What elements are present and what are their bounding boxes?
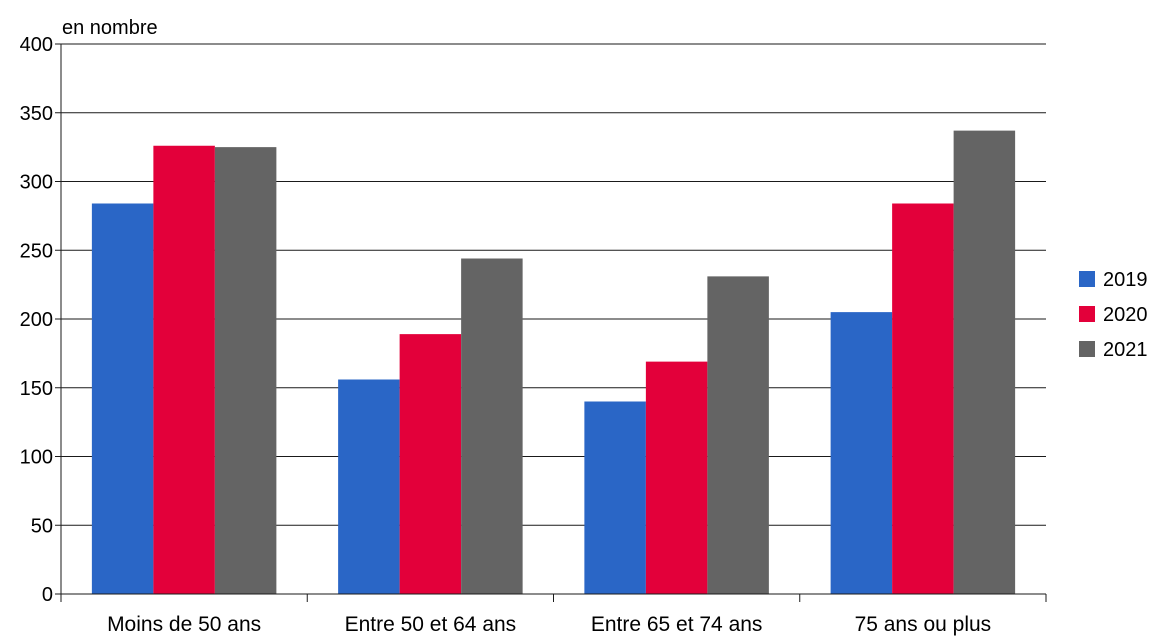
y-tick-label: 0	[42, 584, 53, 606]
bar-2019-4	[830, 312, 893, 594]
bar-2020-4	[892, 203, 954, 594]
y-tick-label: 300	[20, 172, 53, 194]
bars	[91, 130, 1016, 594]
y-tick-label: 350	[20, 103, 53, 125]
y-axis-unit-label: en nombre	[62, 17, 158, 39]
y-tick-label: 100	[20, 447, 53, 469]
y-tick-label: 250	[20, 240, 53, 262]
legend: 2019 2020 2021	[1079, 269, 1148, 361]
bar-2021-2	[461, 258, 523, 594]
x-category-label: 75 ans ou plus	[855, 613, 992, 636]
bar-2021-3	[707, 276, 769, 594]
axes	[60, 44, 1047, 602]
bar-2019-1	[91, 203, 154, 594]
bar-2019-3	[584, 401, 646, 594]
x-category-label: Entre 50 et 64 ans	[345, 613, 517, 636]
bar-2021-4	[953, 130, 1016, 594]
legend-label-2020: 2020	[1103, 304, 1148, 326]
legend-swatch-2020	[1079, 306, 1095, 322]
y-tick-label: 150	[20, 378, 53, 400]
bar-2020-1	[153, 145, 215, 594]
x-category-labels: Moins de 50 ans Entre 50 et 64 ans Entre 6…	[107, 613, 991, 636]
legend-label-2021: 2021	[1103, 339, 1148, 361]
bar-2021-1	[214, 147, 277, 594]
y-tick-label: 400	[20, 34, 53, 56]
y-tick-label: 200	[20, 309, 53, 331]
x-category-label: Entre 65 et 74 ans	[591, 613, 763, 636]
y-tick-label: 50	[31, 515, 53, 537]
legend-swatch-2019	[1079, 271, 1095, 287]
legend-swatch-2021	[1079, 341, 1095, 357]
legend-label-2019: 2019	[1103, 269, 1148, 291]
y-tick-labels: 0 50 100 150 200 250 300 350 400	[20, 34, 53, 606]
bar-2020-2	[399, 334, 462, 594]
bar-2020-3	[645, 361, 708, 594]
bar-2019-2	[338, 379, 400, 594]
x-category-label: Moins de 50 ans	[107, 613, 261, 636]
